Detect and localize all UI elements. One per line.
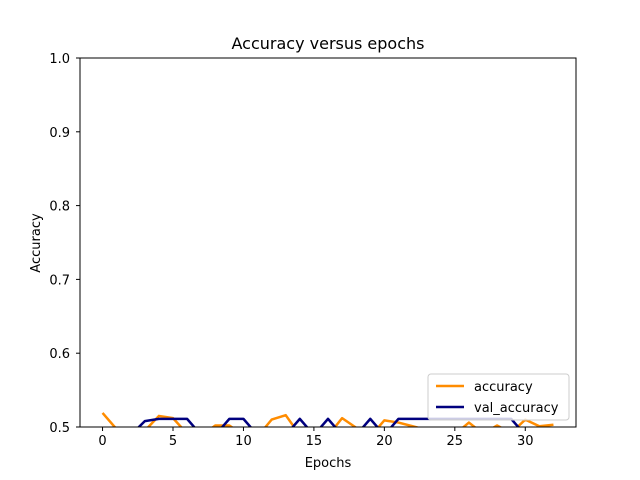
y-tick-label: 0.9 bbox=[49, 126, 70, 141]
x-axis-label: Epochs bbox=[305, 456, 352, 471]
y-axis: 0.5 0.6 0.7 0.8 0.9 1.0 bbox=[49, 52, 80, 436]
x-tick-label: 25 bbox=[447, 434, 464, 449]
x-tick-label: 20 bbox=[376, 434, 393, 449]
legend-label-accuracy: accuracy bbox=[474, 380, 533, 395]
y-axis-label: Accuracy bbox=[29, 213, 44, 273]
chart-title: Accuracy versus epochs bbox=[232, 34, 425, 53]
y-tick-label: 0.5 bbox=[49, 421, 70, 436]
x-tick-label: 30 bbox=[517, 434, 534, 449]
plot-frame bbox=[79, 57, 577, 428]
y-tick-label: 0.7 bbox=[49, 273, 70, 288]
series-line-accuracy bbox=[101, 412, 554, 427]
legend: accuracy val_accuracy bbox=[427, 373, 570, 421]
x-tick-label: 0 bbox=[98, 434, 106, 449]
y-tick-label: 0.6 bbox=[49, 347, 70, 362]
x-tick-label: 10 bbox=[235, 434, 252, 449]
legend-label-val-accuracy: val_accuracy bbox=[474, 401, 559, 416]
y-tick-label: 0.8 bbox=[49, 200, 70, 215]
y-tick-label: 1.0 bbox=[49, 52, 70, 67]
x-tick-label: 15 bbox=[306, 434, 323, 449]
x-tick-label: 5 bbox=[169, 434, 177, 449]
x-axis: 0 5 10 15 20 25 30 bbox=[98, 427, 534, 449]
